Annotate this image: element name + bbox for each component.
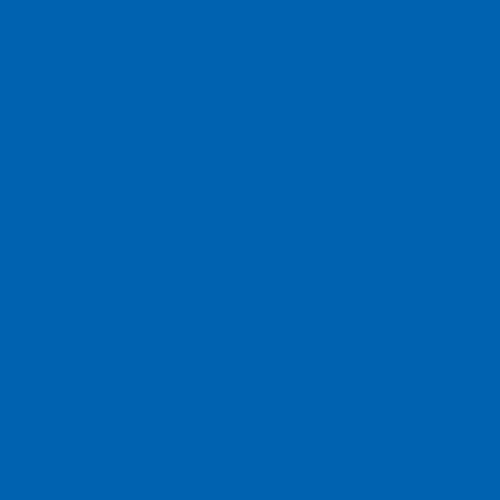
color-swatch: [0, 0, 500, 500]
